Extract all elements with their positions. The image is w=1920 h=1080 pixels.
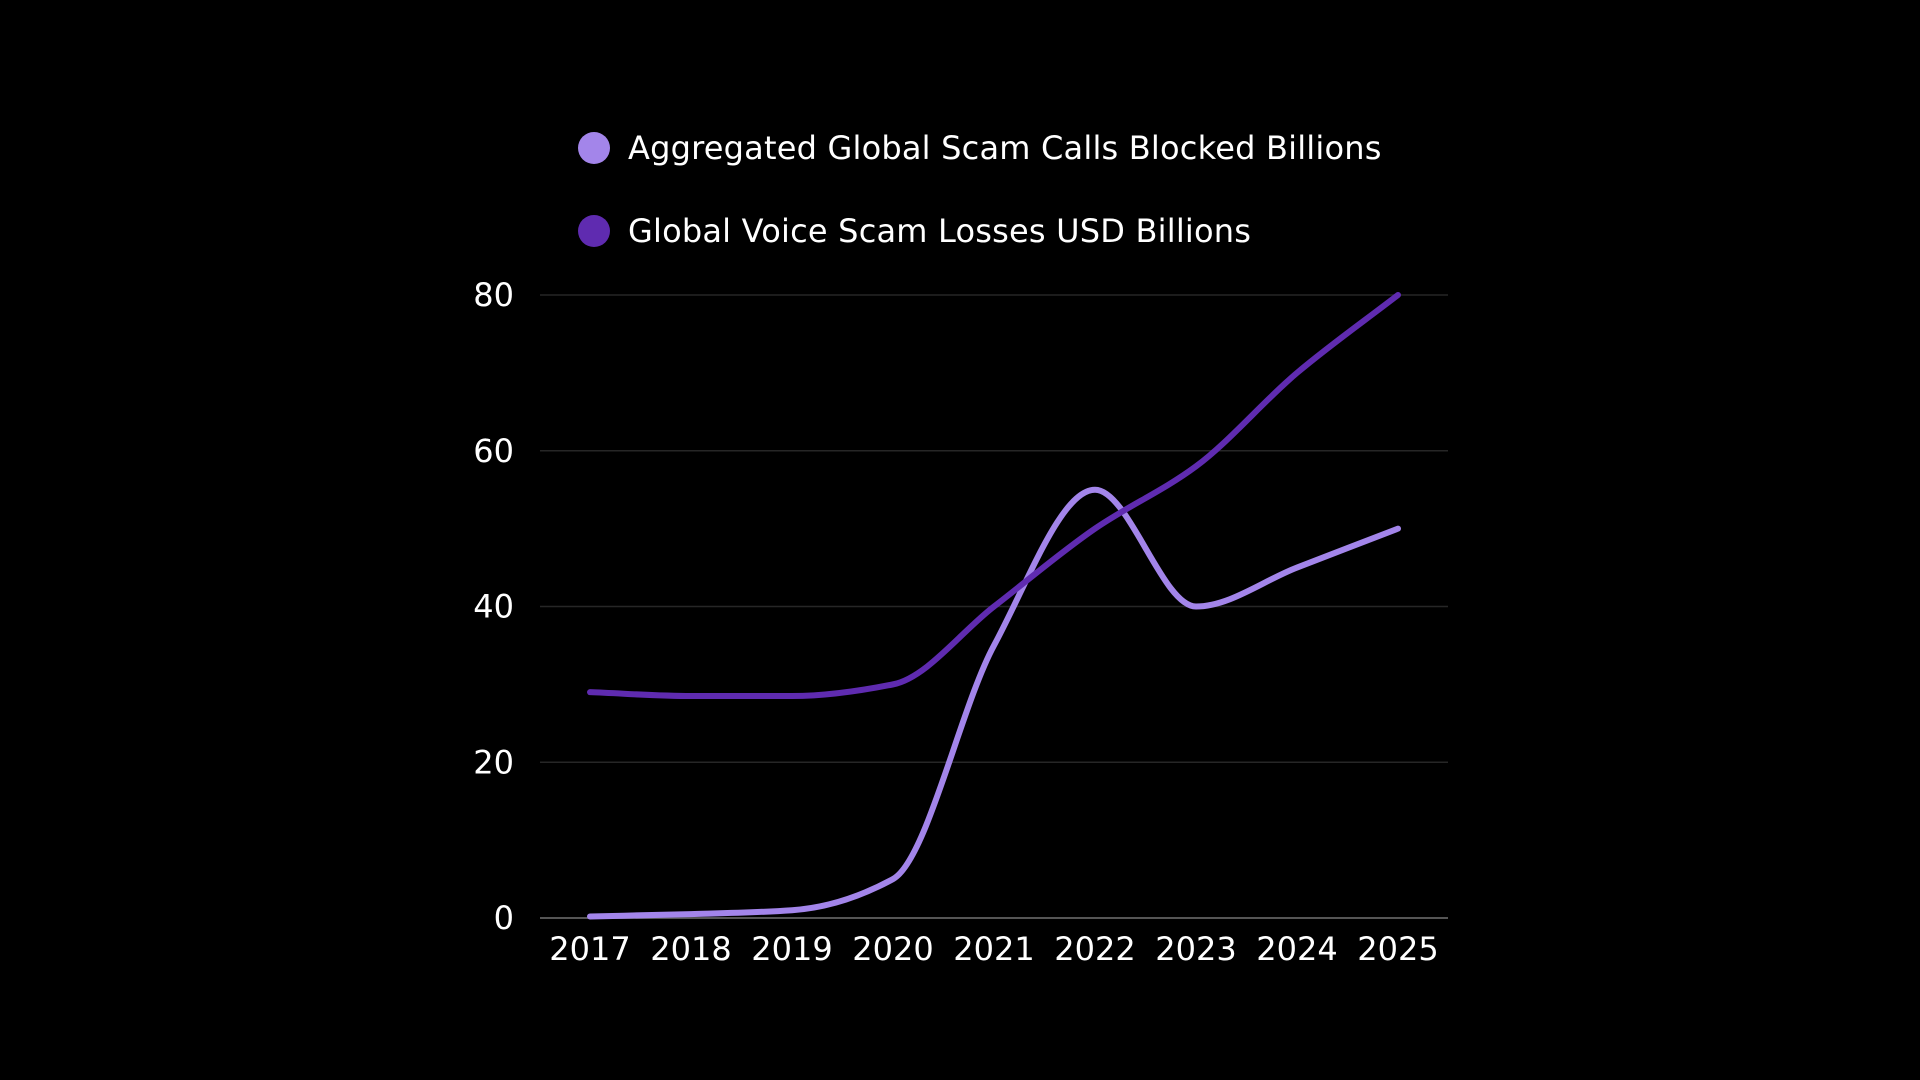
y-tick-label-20: 20 <box>473 743 514 781</box>
legend-swatch-scam-calls-blocked <box>578 132 610 164</box>
x-tick-label-2017: 2017 <box>549 930 630 968</box>
legend-label-voice-scam-losses: Global Voice Scam Losses USD Billions <box>628 212 1252 250</box>
x-tick-label-2020: 2020 <box>852 930 933 968</box>
x-tick-label-2024: 2024 <box>1256 930 1337 968</box>
legend-swatch-voice-scam-losses <box>578 215 610 247</box>
legend-item-voice-scam-losses: Global Voice Scam Losses USD Billions <box>578 211 1382 251</box>
x-tick-label-2023: 2023 <box>1155 930 1236 968</box>
gridlines <box>540 294 1448 919</box>
x-tick-label-2018: 2018 <box>650 930 731 968</box>
chart-legend: Aggregated Global Scam Calls Blocked Bil… <box>578 128 1382 294</box>
y-axis-ticks: 0 20 40 60 80 <box>473 276 514 937</box>
x-tick-label-2025: 2025 <box>1357 930 1438 968</box>
legend-item-scam-calls-blocked: Aggregated Global Scam Calls Blocked Bil… <box>578 128 1382 168</box>
x-tick-label-2021: 2021 <box>953 930 1034 968</box>
legend-label-scam-calls-blocked: Aggregated Global Scam Calls Blocked Bil… <box>628 129 1382 167</box>
series-line-voice-scam-losses <box>587 292 1401 700</box>
y-tick-label-60: 60 <box>473 432 514 470</box>
y-tick-label-40: 40 <box>473 588 514 626</box>
y-tick-label-0: 0 <box>494 899 514 937</box>
series-lines <box>587 292 1401 920</box>
series-line-scam-calls-blocked <box>587 486 1401 920</box>
x-axis-ticks: 2017 2018 2019 2020 2021 2022 2023 2024 2025 <box>549 930 1438 968</box>
x-tick-label-2019: 2019 <box>751 930 832 968</box>
x-tick-label-2022: 2022 <box>1054 930 1135 968</box>
y-tick-label-80: 80 <box>473 276 514 314</box>
